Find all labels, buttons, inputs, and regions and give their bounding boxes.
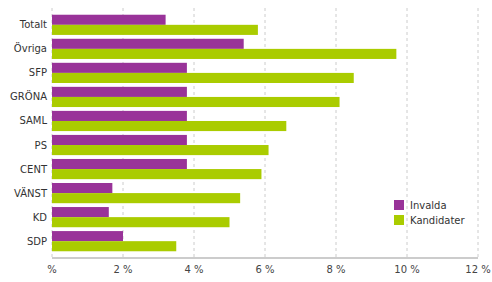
chart: % 2 % 4 % 6 % 8 % 10 % 12 % SDP KD VÄNST CENT PS SAM… xyxy=(0,0,492,282)
y-tick-label: PS xyxy=(35,140,47,151)
bar xyxy=(52,169,261,179)
y-tick-label: SDP xyxy=(27,236,47,247)
x-tick-label: 8 % xyxy=(326,264,345,275)
bar xyxy=(52,39,244,49)
y-tick-label: VÄNST xyxy=(14,187,48,199)
x-tick-label: 12 % xyxy=(465,264,490,275)
x-tick-label: 10 % xyxy=(394,264,419,275)
legend-label: Kandidater xyxy=(410,215,466,226)
grid-line xyxy=(407,8,408,258)
y-tick-label: CENT xyxy=(20,164,48,175)
bar xyxy=(52,111,187,121)
y-tick-label: GRÖNA xyxy=(10,90,47,102)
bar xyxy=(52,241,176,251)
bar xyxy=(52,217,230,227)
grid-line xyxy=(336,8,337,258)
bar xyxy=(52,159,187,169)
bar xyxy=(52,207,109,217)
bar xyxy=(52,49,396,59)
bar xyxy=(52,15,166,25)
bar xyxy=(52,193,240,203)
bar xyxy=(52,63,187,73)
bar xyxy=(52,121,286,131)
bar xyxy=(52,135,187,145)
bar xyxy=(52,87,187,97)
legend-swatch xyxy=(394,200,404,210)
x-tick-label: % xyxy=(47,264,57,275)
bars xyxy=(52,15,396,252)
y-tick-label: Övriga xyxy=(14,42,47,54)
grid xyxy=(52,8,478,258)
y-tick-label: SAML xyxy=(19,115,47,126)
grid-line xyxy=(265,8,266,258)
bar xyxy=(52,25,258,35)
grid-line xyxy=(478,8,479,258)
bar xyxy=(52,97,340,107)
x-tick-label: 4 % xyxy=(184,264,203,275)
x-tick-label: 2 % xyxy=(113,264,132,275)
y-tick-label: KD xyxy=(33,212,48,223)
y-tick-label: Totalt xyxy=(19,19,47,30)
bar xyxy=(52,231,123,241)
bar xyxy=(52,73,354,83)
y-tick-label: SFP xyxy=(29,67,47,78)
x-tick-label: 6 % xyxy=(255,264,274,275)
bar xyxy=(52,145,269,155)
bar xyxy=(52,183,112,193)
legend-label: Invalda xyxy=(410,200,447,211)
legend-swatch xyxy=(394,215,404,225)
legend: Invalda Kandidater xyxy=(394,200,466,226)
x-axis-line xyxy=(52,258,478,259)
